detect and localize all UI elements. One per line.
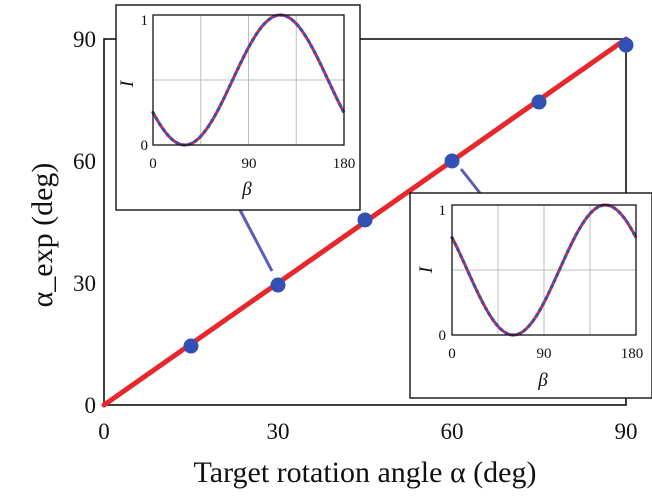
inset-1-x-axis-title: β (241, 179, 252, 200)
x-tick-label: 90 (615, 419, 638, 444)
y-axis-title: α_exp (deg) (26, 163, 59, 308)
data-point (183, 338, 199, 354)
data-point (270, 277, 286, 293)
inset-2-x-axis-title: β (537, 370, 548, 391)
inset-2-x-tick-label: 180 (621, 346, 644, 362)
y-tick-label: 0 (85, 393, 97, 418)
inset-1-box (115, 4, 361, 211)
inset-1-x-tick-label: 180 (333, 156, 356, 172)
inset-data-curve (450, 203, 638, 337)
y-tick-label: 60 (73, 149, 96, 174)
inset-1-y-tick-label: 0 (141, 138, 149, 154)
data-point (531, 94, 547, 110)
x-axis-title: Target rotation angle α (deg) (194, 456, 537, 489)
inset-2-y-axis-title: I (416, 265, 437, 274)
inset-1-x-tick-label: 90 (242, 156, 257, 172)
inset-connectors (238, 168, 482, 272)
inset-2-y-tick-label: 1 (439, 203, 447, 219)
x-tick-label: 30 (267, 419, 290, 444)
inset-1: 0 90 180 0 1 β I (115, 4, 361, 211)
y-tick-label: 30 (73, 271, 96, 296)
x-tick-label: 60 (441, 419, 464, 444)
main-marks (101, 36, 634, 408)
inset-1-x-tick-label: 0 (149, 156, 157, 172)
x-tick-label: 0 (98, 419, 110, 444)
inset-connector (238, 209, 274, 272)
inset-connector (459, 168, 482, 194)
y-tick-label: 90 (73, 27, 96, 52)
inset-1-y-tick-label: 1 (141, 13, 149, 29)
data-point (618, 37, 634, 53)
data-point (357, 212, 373, 228)
inset-2-x-tick-label: 90 (537, 346, 552, 362)
inset-2-box (409, 192, 652, 399)
inset-2-x-tick-label: 0 (448, 346, 456, 362)
inset-plot-frame (152, 14, 345, 146)
inset-2: 0 90 180 0 1 β I (409, 192, 652, 399)
inset-2-y-tick-label: 0 (439, 328, 447, 344)
inset-plot-frame (451, 204, 637, 336)
inset-1-y-axis-title: I (117, 79, 138, 88)
data-point (444, 153, 460, 169)
